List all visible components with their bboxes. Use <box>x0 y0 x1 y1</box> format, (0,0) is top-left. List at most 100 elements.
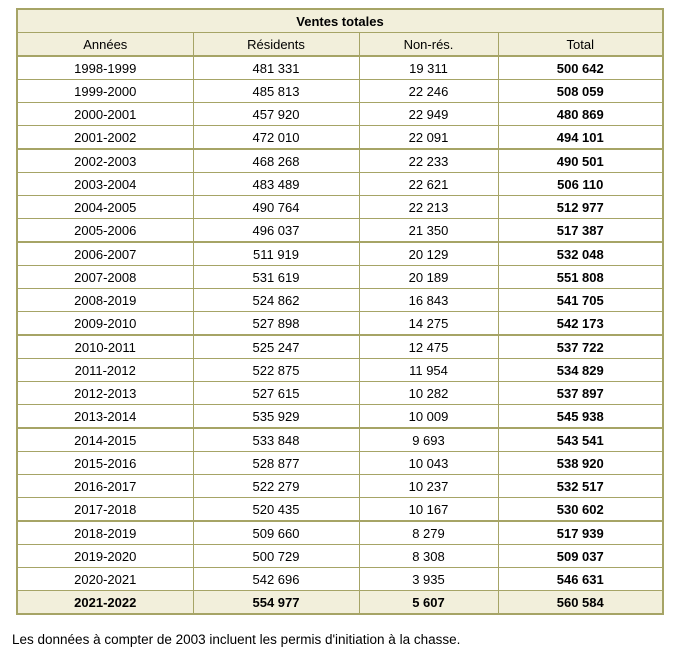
cell-year: 2020-2021 <box>16 567 194 591</box>
table-row: 2015-2016 528 877 10 043 538 920 <box>16 451 664 475</box>
column-header-total: Total <box>497 32 664 57</box>
table-row: 2019-2020 500 729 8 308 509 037 <box>16 544 664 568</box>
cell-non-residents: 14 275 <box>358 311 499 336</box>
cell-year: 2001-2002 <box>16 125 194 150</box>
cell-year: 2004-2005 <box>16 195 194 219</box>
table-row: 2008-2019 524 862 16 843 541 705 <box>16 288 664 312</box>
cell-residents: 485 813 <box>192 79 360 103</box>
cell-non-residents: 20 189 <box>358 265 499 289</box>
cell-total: 560 584 <box>497 590 664 615</box>
cell-residents: 511 919 <box>192 241 360 266</box>
table-row: 2011-2012 522 875 11 954 534 829 <box>16 358 664 382</box>
cell-non-residents: 10 237 <box>358 474 499 498</box>
table-row: 2005-2006 496 037 21 350 517 387 <box>16 218 664 243</box>
cell-non-residents: 22 621 <box>358 172 499 196</box>
cell-residents: 472 010 <box>192 125 360 150</box>
cell-year: 2017-2018 <box>16 497 194 522</box>
table-row: 2004-2005 490 764 22 213 512 977 <box>16 195 664 219</box>
cell-year: 2007-2008 <box>16 265 194 289</box>
cell-year: 2019-2020 <box>16 544 194 568</box>
cell-non-residents: 10 167 <box>358 497 499 522</box>
table-row: 2007-2008 531 619 20 189 551 808 <box>16 265 664 289</box>
cell-total: 543 541 <box>497 427 664 452</box>
cell-total: 490 501 <box>497 148 664 173</box>
cell-non-residents: 22 213 <box>358 195 499 219</box>
cell-year: 2003-2004 <box>16 172 194 196</box>
cell-non-residents: 19 311 <box>358 55 499 80</box>
cell-residents: 527 898 <box>192 311 360 336</box>
cell-residents: 457 920 <box>192 102 360 126</box>
cell-non-residents: 21 350 <box>358 218 499 243</box>
cell-year: 1999-2000 <box>16 79 194 103</box>
cell-total: 532 048 <box>497 241 664 266</box>
cell-non-residents: 16 843 <box>358 288 499 312</box>
cell-residents: 535 929 <box>192 404 360 429</box>
cell-total: 546 631 <box>497 567 664 591</box>
table-row: 2000-2001 457 920 22 949 480 869 <box>16 102 664 126</box>
cell-total: 538 920 <box>497 451 664 475</box>
cell-non-residents: 8 308 <box>358 544 499 568</box>
table-row: 2006-2007 511 919 20 129 532 048 <box>16 241 664 266</box>
cell-non-residents: 22 233 <box>358 148 499 173</box>
cell-non-residents: 3 935 <box>358 567 499 591</box>
cell-year: 2010-2011 <box>16 334 194 359</box>
cell-residents: 522 279 <box>192 474 360 498</box>
cell-year: 2008-2019 <box>16 288 194 312</box>
cell-residents: 554 977 <box>192 590 360 615</box>
table-title: Ventes totales <box>16 8 664 33</box>
cell-total: 517 939 <box>497 520 664 545</box>
cell-year: 2021-2022 <box>16 590 194 615</box>
cell-non-residents: 10 043 <box>358 451 499 475</box>
table-row: 2014-2015 533 848 9 693 543 541 <box>16 427 664 452</box>
cell-residents: 500 729 <box>192 544 360 568</box>
table-row: 2020-2021 542 696 3 935 546 631 <box>16 567 664 591</box>
cell-total: 545 938 <box>497 404 664 429</box>
cell-residents: 527 615 <box>192 381 360 405</box>
cell-total: 512 977 <box>497 195 664 219</box>
cell-total: 508 059 <box>497 79 664 103</box>
table-row: 2016-2017 522 279 10 237 532 517 <box>16 474 664 498</box>
ventes-totales-table: Ventes totales Années Résidents Non-rés.… <box>16 8 664 615</box>
cell-total: 517 387 <box>497 218 664 243</box>
cell-non-residents: 11 954 <box>358 358 499 382</box>
cell-total: 537 897 <box>497 381 664 405</box>
column-header-residents: Résidents <box>192 32 360 57</box>
cell-non-residents: 5 607 <box>358 590 499 615</box>
cell-total: 480 869 <box>497 102 664 126</box>
column-header-non-residents: Non-rés. <box>358 32 499 57</box>
cell-residents: 524 862 <box>192 288 360 312</box>
cell-residents: 483 489 <box>192 172 360 196</box>
cell-year: 2018-2019 <box>16 520 194 545</box>
table-header-row: Années Résidents Non-rés. Total <box>16 32 664 57</box>
cell-non-residents: 8 279 <box>358 520 499 545</box>
cell-residents: 481 331 <box>192 55 360 80</box>
cell-non-residents: 22 949 <box>358 102 499 126</box>
cell-non-residents: 10 009 <box>358 404 499 429</box>
cell-non-residents: 22 246 <box>358 79 499 103</box>
cell-non-residents: 12 475 <box>358 334 499 359</box>
cell-year: 2013-2014 <box>16 404 194 429</box>
table-row: 2013-2014 535 929 10 009 545 938 <box>16 404 664 429</box>
table-row: 1998-1999 481 331 19 311 500 642 <box>16 55 664 80</box>
cell-total: 509 037 <box>497 544 664 568</box>
table-row: 2012-2013 527 615 10 282 537 897 <box>16 381 664 405</box>
cell-total: 534 829 <box>497 358 664 382</box>
cell-total: 541 705 <box>497 288 664 312</box>
cell-residents: 468 268 <box>192 148 360 173</box>
cell-year: 2005-2006 <box>16 218 194 243</box>
cell-residents: 533 848 <box>192 427 360 452</box>
cell-residents: 490 764 <box>192 195 360 219</box>
table-title-row: Ventes totales <box>16 8 664 33</box>
table-row: 2017-2018 520 435 10 167 530 602 <box>16 497 664 522</box>
cell-year: 2011-2012 <box>16 358 194 382</box>
cell-total: 542 173 <box>497 311 664 336</box>
cell-non-residents: 10 282 <box>358 381 499 405</box>
cell-total: 537 722 <box>497 334 664 359</box>
cell-residents: 525 247 <box>192 334 360 359</box>
table-row: 2009-2010 527 898 14 275 542 173 <box>16 311 664 336</box>
cell-residents: 531 619 <box>192 265 360 289</box>
cell-total: 551 808 <box>497 265 664 289</box>
cell-residents: 496 037 <box>192 218 360 243</box>
cell-year: 2014-2015 <box>16 427 194 452</box>
cell-year: 2002-2003 <box>16 148 194 173</box>
